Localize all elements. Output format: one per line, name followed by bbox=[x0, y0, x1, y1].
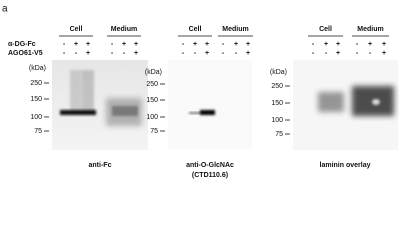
marker-label: 150 bbox=[146, 97, 158, 104]
marker-label: 250 bbox=[30, 80, 42, 87]
sign: + bbox=[74, 41, 78, 48]
marker-label: 150 bbox=[30, 96, 42, 103]
marker-label: 75 bbox=[150, 128, 158, 135]
sign: - bbox=[194, 50, 197, 57]
lane-header: Cell bbox=[70, 26, 83, 33]
sign: - bbox=[325, 50, 328, 57]
marker-label: 100 bbox=[271, 117, 283, 124]
sign: - bbox=[356, 41, 359, 48]
marker-unit: (kDa) bbox=[145, 69, 162, 76]
sign: + bbox=[122, 41, 126, 48]
sign: + bbox=[382, 41, 386, 48]
sign: + bbox=[205, 41, 209, 48]
sign: - bbox=[63, 41, 66, 48]
sign: - bbox=[222, 41, 225, 48]
lane-header: Medium bbox=[111, 26, 137, 33]
lane-header: Medium bbox=[357, 26, 383, 33]
sign: - bbox=[312, 50, 315, 57]
caption: anti-O-GlcNAc bbox=[186, 162, 234, 169]
caption: (CTD110.6) bbox=[192, 172, 228, 179]
marker-label: 100 bbox=[146, 114, 158, 121]
sign: - bbox=[111, 41, 114, 48]
sign: + bbox=[86, 41, 90, 48]
lane-header: Cell bbox=[189, 26, 202, 33]
sign: + bbox=[134, 41, 138, 48]
row-label: α-DG-Fc bbox=[8, 41, 36, 48]
sign: - bbox=[123, 50, 126, 57]
sign: + bbox=[234, 41, 238, 48]
marker-unit: (kDa) bbox=[29, 65, 46, 72]
sign: - bbox=[182, 50, 185, 57]
sign: + bbox=[134, 50, 138, 57]
sign: - bbox=[63, 50, 66, 57]
sign: - bbox=[182, 41, 185, 48]
sign: + bbox=[246, 50, 250, 57]
sign: - bbox=[356, 50, 359, 57]
sign: + bbox=[205, 50, 209, 57]
sign: + bbox=[382, 50, 386, 57]
marker-label: 75 bbox=[34, 128, 42, 135]
row-label: AGO61-V5 bbox=[8, 50, 43, 57]
lane-header: Medium bbox=[222, 26, 248, 33]
sign: - bbox=[312, 41, 315, 48]
sign: + bbox=[336, 50, 340, 57]
blot-1 bbox=[52, 60, 148, 150]
sign: - bbox=[222, 50, 225, 57]
caption: anti-Fc bbox=[89, 162, 112, 169]
lane-header: Cell bbox=[319, 26, 332, 33]
sign: + bbox=[324, 41, 328, 48]
sign: + bbox=[336, 41, 340, 48]
sign: - bbox=[235, 50, 238, 57]
figure-label: a bbox=[2, 4, 8, 15]
marker-label: 75 bbox=[275, 131, 283, 138]
marker-label: 100 bbox=[30, 114, 42, 121]
sign: - bbox=[75, 50, 78, 57]
marker-label: 150 bbox=[271, 100, 283, 107]
blot-2 bbox=[168, 60, 252, 150]
sign: + bbox=[368, 41, 372, 48]
sign: - bbox=[111, 50, 114, 57]
sign: + bbox=[193, 41, 197, 48]
caption: laminin overlay bbox=[320, 162, 371, 169]
blot-3 bbox=[293, 60, 398, 150]
marker-label: 250 bbox=[271, 83, 283, 90]
sign: - bbox=[369, 50, 372, 57]
sign: + bbox=[246, 41, 250, 48]
marker-label: 250 bbox=[146, 81, 158, 88]
marker-unit: (kDa) bbox=[270, 69, 287, 76]
figure: a Cell Medium α-DG-Fc - + + - + + AGO61-V5 - - + - - + (… bbox=[2, 3, 398, 179]
sign: + bbox=[86, 50, 90, 57]
